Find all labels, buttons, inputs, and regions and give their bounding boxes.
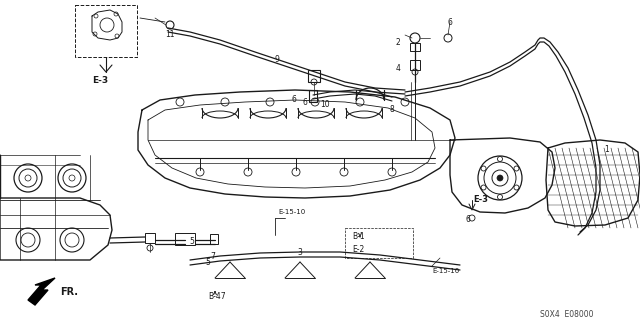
Text: E-15-10: E-15-10 [278, 209, 305, 215]
Bar [75, 5, 137, 57]
Polygon shape [28, 278, 55, 305]
Text: FR.: FR. [60, 287, 78, 297]
Text: 3: 3 [298, 248, 303, 257]
Text: B-1: B-1 [352, 232, 365, 241]
Bar [145, 233, 155, 243]
Circle shape [497, 175, 503, 181]
Text: E-3: E-3 [92, 76, 108, 85]
Bar [410, 60, 420, 70]
Text: E-3: E-3 [473, 195, 488, 204]
Text: E-15-10: E-15-10 [432, 268, 460, 274]
Bar [210, 234, 218, 244]
Text: 1: 1 [604, 145, 609, 154]
Bar [308, 70, 320, 82]
Bar [175, 233, 195, 245]
Text: E-2: E-2 [352, 245, 364, 254]
Text: 6: 6 [447, 18, 452, 27]
Bar [345, 228, 413, 258]
Text: 6: 6 [303, 98, 307, 107]
Text: 9: 9 [275, 55, 280, 64]
Bar [410, 43, 420, 51]
Text: 5: 5 [189, 237, 195, 246]
Text: 10: 10 [320, 100, 330, 109]
Text: 8: 8 [390, 105, 395, 114]
Text: 2: 2 [396, 38, 400, 47]
Text: 6: 6 [291, 95, 296, 104]
Text: 7: 7 [210, 252, 215, 261]
Text: 5: 5 [205, 258, 211, 267]
Text: S0X4  E08000: S0X4 E08000 [540, 310, 593, 319]
Text: 6: 6 [465, 215, 470, 224]
Text: 4: 4 [395, 64, 400, 73]
Text: 11: 11 [165, 30, 175, 39]
Text: B-47: B-47 [208, 292, 226, 301]
Bar [309, 90, 317, 102]
